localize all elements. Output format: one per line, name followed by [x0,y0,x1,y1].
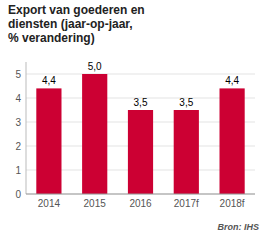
x-tick-label: 2014 [38,198,61,209]
y-tick-label: 4 [15,93,21,104]
title-line: Export van goederen en [8,3,145,17]
y-tick-label: 5 [15,69,21,80]
bar [128,110,153,194]
x-axis-line [26,194,255,195]
x-tick-label: 2015 [84,198,107,209]
data-label: 4,4 [42,75,56,86]
data-label: 5,0 [88,61,102,72]
bar [174,110,199,194]
bar [82,74,107,194]
x-tick-label: 2018f [220,198,245,209]
source-note: Bron: IHS [218,222,260,232]
bars [36,74,244,194]
data-label: 3,5 [179,97,193,108]
data-label: 3,5 [134,97,148,108]
x-tick-label: 2017f [174,198,199,209]
x-tick-label: 2016 [129,198,152,209]
title: Export van goederen endiensten (jaar-op-… [8,3,145,45]
y-axis-line [26,62,27,194]
y-tick-label: 3 [15,117,21,128]
bar [36,88,61,194]
y-tick-label: 1 [15,165,21,176]
data-label: 4,4 [225,75,239,86]
bar [220,88,245,194]
y-tick-label: 0 [15,189,21,200]
title-line: diensten (jaar-op-jaar, [8,17,133,31]
grid-line [26,74,255,75]
y-tick-label: 2 [15,141,21,152]
grid-line [26,194,255,195]
chart: Export van goederen endiensten (jaar-op-… [0,0,263,234]
title-line: % verandering) [8,31,95,45]
